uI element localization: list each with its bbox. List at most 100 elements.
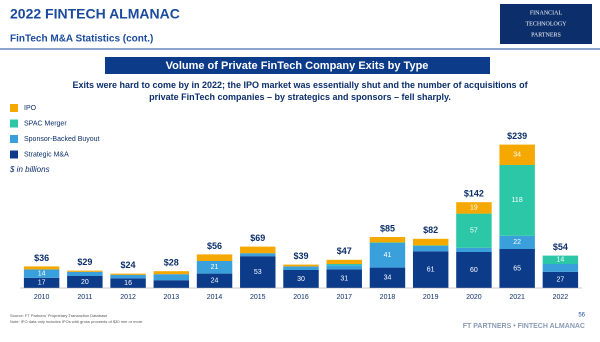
segment-label: 65 — [513, 265, 521, 272]
footer-source: Source: FT Partners' Proprietary Transac… — [10, 313, 108, 318]
bar-segment — [110, 274, 146, 279]
segment-label: 41 — [384, 252, 392, 259]
x-tick-label: 2021 — [509, 294, 525, 301]
banner — [105, 57, 490, 74]
segment-label: 34 — [384, 275, 392, 282]
total-label: $36 — [34, 253, 49, 263]
bar-segment — [369, 243, 406, 268]
segment-label: 27 — [556, 277, 564, 284]
bar-segment — [153, 274, 190, 281]
bar-segment — [110, 273, 146, 275]
segment-label: 14 — [556, 257, 564, 264]
bar-segment — [283, 266, 319, 270]
bar-segment — [283, 264, 319, 267]
bar-segment — [369, 242, 406, 243]
bar-segment — [456, 213, 492, 248]
bar-segment — [283, 270, 319, 288]
bar-segment — [412, 246, 449, 252]
bar-segment — [369, 237, 406, 243]
bar-segment — [110, 278, 146, 288]
logo-box — [500, 4, 592, 44]
bar-segment — [240, 256, 276, 288]
segment-label: 19 — [470, 205, 478, 212]
total-label: $56 — [207, 241, 222, 251]
total-label: $85 — [380, 223, 395, 233]
bar-segment — [23, 269, 60, 278]
total-label: $29 — [77, 257, 92, 267]
bar-segment — [412, 245, 449, 246]
header-subtitle: FinTech M&A Statistics (cont.) — [10, 34, 153, 45]
x-tick-label: 2010 — [34, 294, 50, 301]
logo-text: PARTNERS — [531, 32, 561, 38]
x-tick-label: 2014 — [207, 294, 223, 301]
segment-label: 14 — [38, 270, 46, 277]
bar-segment — [456, 202, 492, 214]
total-label: $239 — [507, 131, 527, 141]
bar-segment — [196, 273, 233, 288]
total-label: $39 — [293, 251, 308, 261]
bar-segment — [240, 246, 276, 254]
total-label: $54 — [553, 242, 568, 252]
x-tick-label: 2022 — [553, 294, 569, 301]
bar-segment — [542, 264, 579, 272]
chart-subtitle: Exits were hard to come by in 2022; the … — [72, 80, 528, 102]
segment-label: 20 — [81, 279, 89, 286]
legend-label: IPO — [24, 105, 37, 112]
segment-label: 30 — [297, 276, 305, 283]
bar-segment — [326, 259, 362, 264]
segment-label: 61 — [427, 267, 435, 274]
total-label: $82 — [423, 225, 438, 235]
footer-note: Note: IPO data only includes IPOs with g… — [10, 319, 143, 324]
header-title: 2022 FINTECH ALMANAC — [10, 6, 180, 22]
legend-swatch — [10, 119, 18, 128]
bar-segment — [499, 235, 535, 249]
logo-text: TECHNOLOGY — [526, 21, 568, 27]
bar-segment — [326, 269, 362, 288]
bar-segment — [542, 255, 579, 264]
bar-segment — [326, 264, 362, 266]
bar-segment — [23, 266, 60, 270]
bar-segment — [542, 271, 579, 288]
bar-segment — [240, 253, 276, 257]
total-label: $69 — [250, 233, 265, 243]
segment-label: 53 — [254, 269, 262, 276]
x-tick-label: 2019 — [423, 294, 439, 301]
bar-segment — [456, 252, 492, 288]
chart-title: Volume of Private FinTech Company Exits … — [166, 60, 429, 72]
bar-segment — [196, 261, 233, 274]
x-tick-label: 2015 — [250, 294, 266, 301]
chart-subtitle-box: Exits were hard to come by in 2022; the … — [72, 80, 528, 102]
legend-swatch — [10, 150, 18, 159]
legend-label: Strategic M&A — [24, 151, 69, 158]
bar-segment — [456, 247, 492, 252]
segment-label: 60 — [470, 267, 478, 274]
segment-label: 21 — [211, 264, 219, 271]
x-tick-label: 2017 — [336, 294, 352, 301]
logo-text: FINANCIAL — [530, 10, 563, 16]
total-label: $47 — [337, 246, 352, 256]
footer-brand: FT PARTNERS • FINTECH ALMANAC — [463, 323, 585, 330]
bar-segment — [153, 280, 190, 288]
segment-label: 17 — [38, 280, 46, 287]
unit-note: $ in billions — [9, 165, 50, 174]
page-number: 56 — [578, 313, 585, 319]
total-label: $24 — [121, 260, 136, 270]
legend-label: SPAC Merger — [24, 120, 67, 127]
segment-label: 16 — [124, 280, 132, 287]
segment-label: 57 — [470, 228, 478, 235]
legend-swatch — [10, 104, 18, 112]
legend-label: Sponsor-Backed Buyout — [24, 136, 100, 143]
bar-segment — [67, 276, 103, 288]
bar-segment — [499, 165, 535, 236]
x-tick-label: 2020 — [466, 294, 482, 301]
segment-label: 34 — [513, 152, 521, 159]
bar-segment — [499, 249, 535, 288]
segment-label: 118 — [512, 197, 523, 204]
x-tick-label: 2013 — [164, 294, 180, 301]
bar-segment — [412, 238, 449, 246]
bar-segment — [153, 271, 190, 275]
bar-segment — [23, 277, 60, 288]
total-label: $28 — [164, 258, 179, 268]
segment-label: 31 — [340, 276, 348, 283]
